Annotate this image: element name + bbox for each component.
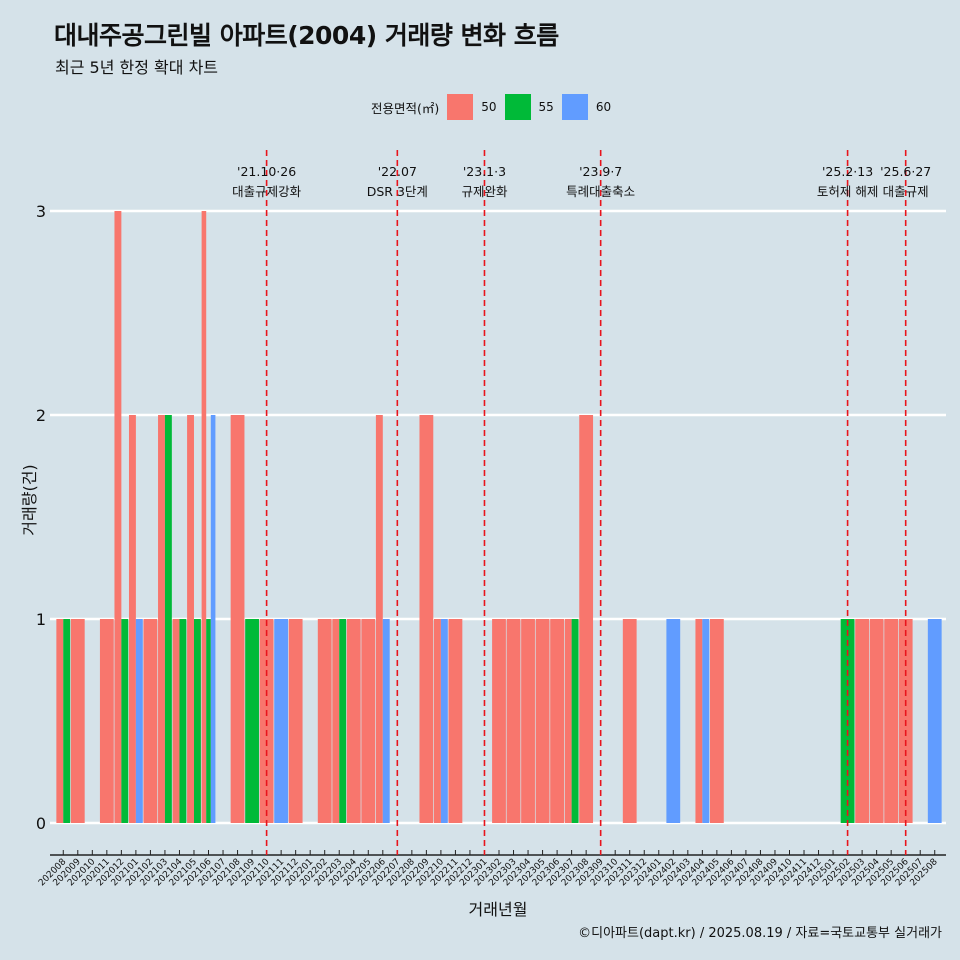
event-date-3: '23.9·7 [579, 164, 622, 179]
x-axis-label: 거래년월 [468, 900, 528, 919]
bar-202402-60 [666, 619, 681, 823]
event-date-0: '21.10·26 [237, 164, 296, 179]
event-label-5: 대출규제 [883, 184, 929, 199]
bar-202206-50 [375, 415, 383, 823]
bar-202106-60 [210, 415, 216, 823]
y-tick-label-3: 3 [36, 202, 46, 221]
y-tick-label-1: 1 [36, 610, 46, 629]
bar-202307-50 [564, 619, 572, 823]
bar-202105-50 [187, 415, 194, 823]
bar-202305-50 [535, 619, 550, 823]
bar-202008-55 [63, 619, 71, 823]
legend-swatch-55 [504, 94, 531, 120]
bar-202111-60 [274, 619, 289, 823]
bar-202106-55 [206, 619, 211, 823]
bar-202206-60 [382, 619, 390, 823]
legend-item-55: 55 [504, 94, 554, 120]
bar-202211-50 [448, 619, 463, 823]
bar-202103-55 [164, 415, 172, 823]
bar-202012-50 [114, 211, 122, 823]
event-label-1: DSR 3단계 [367, 184, 428, 199]
event-label-0: 대출규제강화 [232, 184, 302, 199]
y-tick-label-0: 0 [36, 814, 46, 833]
bar-202203-50 [332, 619, 340, 823]
bar-202210-60 [440, 619, 448, 823]
legend-swatch-60 [561, 94, 588, 120]
event-date-2: '23.1·3 [463, 164, 506, 179]
bar-202303-50 [506, 619, 521, 823]
bar-202209-50 [419, 415, 434, 823]
event-date-5: '25.6·27 [880, 164, 931, 179]
chart-subtitle: 최근 5년 한정 확대 차트 [55, 58, 219, 77]
legend-title: 전용면적(㎡) [371, 100, 440, 116]
bar-202101-50 [128, 415, 136, 823]
bar-202307-55 [571, 619, 579, 823]
bar-202404-50 [695, 619, 703, 823]
bar-202306-50 [550, 619, 564, 823]
bar-202304-50 [521, 619, 535, 823]
legend-item-50: 50 [447, 94, 497, 120]
y-axis-label: 거래량(건) [20, 464, 39, 536]
bar-202204-50 [346, 619, 361, 823]
bar-202405-50 [709, 619, 724, 823]
legend-swatch-50 [447, 94, 474, 120]
legend-item-60: 60 [561, 94, 612, 120]
legend-label-60: 60 [595, 100, 612, 114]
bar-202404-60 [702, 619, 710, 823]
event-date-1: '22.07 [378, 164, 417, 179]
bar-202205-50 [361, 619, 376, 823]
bar-202109-55 [245, 619, 259, 823]
legend-label-50: 50 [481, 100, 497, 114]
bar-202105-55 [193, 619, 201, 823]
event-label-4: 토허제 해제 [817, 184, 878, 199]
bar-202008-50 [56, 619, 64, 823]
chart-title: 대내주공그린빌 아파트(2004) 거래량 변화 흐름 [54, 21, 559, 50]
bar-202011-50 [99, 619, 114, 823]
source-caption: ©디아파트(dapt.kr) / 2025.08.19 / 자료=국토교통부 실… [578, 926, 942, 941]
bar-202108-50 [230, 415, 245, 823]
bar-202104-55 [179, 619, 187, 823]
event-label-2: 규제완화 [461, 184, 508, 199]
event-label-3: 특례대출축소 [566, 184, 635, 199]
event-date-4: '25.2·13 [822, 164, 873, 179]
bar-202101-60 [135, 619, 143, 823]
y-tick-label-2: 2 [36, 406, 46, 425]
bar-202203-55 [339, 619, 347, 823]
bar-202012-55 [121, 619, 129, 823]
bar-202505-50 [884, 619, 899, 823]
bar-202009-50 [70, 619, 85, 823]
bar-202503-50 [855, 619, 870, 823]
bar-202102-50 [143, 619, 158, 823]
legend: 전용면적(㎡) 50 55 60 [371, 93, 619, 121]
bar-202210-50 [434, 619, 441, 823]
bar-202112-50 [288, 619, 303, 823]
bar-202103-50 [158, 415, 165, 823]
bar-202311-50 [622, 619, 637, 823]
bar-202302-50 [492, 619, 506, 823]
bar-202202-50 [317, 619, 332, 823]
bar-202104-50 [172, 619, 180, 823]
bar-202508-60 [927, 619, 942, 823]
bar-202308-50 [579, 415, 594, 823]
bar-202106-50 [201, 211, 207, 823]
legend-label-55: 55 [538, 100, 554, 114]
bar-202504-50 [869, 619, 884, 823]
